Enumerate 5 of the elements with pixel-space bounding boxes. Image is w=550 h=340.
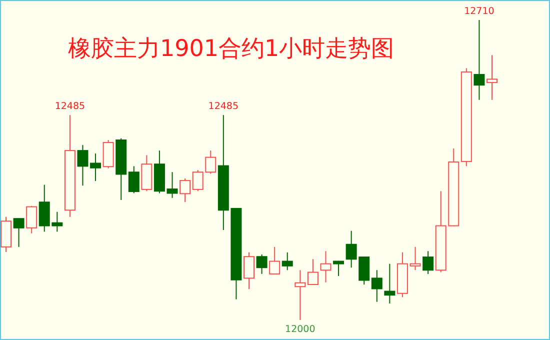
text: 橡胶主力1901合约1小时走势图	[68, 36, 394, 62]
annotation: 12710	[464, 6, 494, 17]
annotation: 12485	[54, 101, 86, 112]
annotation: 12485	[208, 101, 239, 112]
annotation: 12000	[285, 324, 316, 335]
